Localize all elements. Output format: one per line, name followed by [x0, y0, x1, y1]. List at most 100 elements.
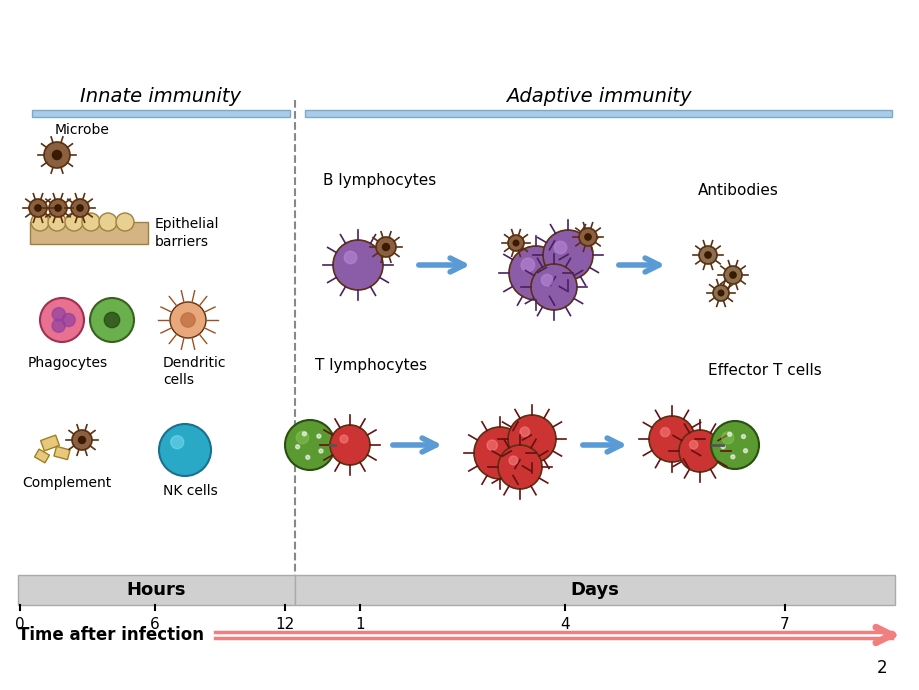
Circle shape	[743, 448, 747, 453]
Text: Microbe: Microbe	[55, 123, 109, 137]
Circle shape	[553, 241, 566, 254]
Circle shape	[513, 240, 518, 246]
Circle shape	[116, 213, 134, 231]
Text: Adaptive immunity: Adaptive immunity	[505, 87, 690, 106]
Circle shape	[340, 435, 347, 443]
Circle shape	[62, 313, 75, 326]
Circle shape	[729, 272, 735, 278]
Circle shape	[486, 440, 497, 451]
Circle shape	[40, 298, 84, 342]
Circle shape	[712, 285, 728, 301]
Circle shape	[688, 440, 698, 449]
FancyBboxPatch shape	[32, 110, 289, 117]
Circle shape	[295, 445, 300, 448]
Circle shape	[508, 456, 517, 465]
Circle shape	[660, 428, 669, 437]
Circle shape	[333, 240, 382, 290]
Circle shape	[723, 266, 742, 284]
Circle shape	[305, 455, 310, 460]
Circle shape	[31, 213, 49, 231]
Text: Innate immunity: Innate immunity	[81, 87, 241, 106]
Circle shape	[104, 313, 119, 328]
Text: Days: Days	[570, 581, 618, 599]
Circle shape	[48, 213, 66, 231]
Text: 4: 4	[560, 617, 569, 632]
Circle shape	[181, 313, 195, 327]
Circle shape	[302, 432, 306, 436]
Text: Hours: Hours	[127, 581, 186, 599]
Circle shape	[78, 437, 85, 444]
Circle shape	[497, 445, 541, 489]
Circle shape	[99, 213, 117, 231]
Circle shape	[285, 420, 335, 470]
FancyBboxPatch shape	[30, 222, 148, 244]
Circle shape	[542, 230, 593, 280]
Polygon shape	[40, 435, 60, 451]
Text: T lymphocytes: T lymphocytes	[314, 357, 426, 373]
Text: 0: 0	[16, 617, 25, 632]
FancyBboxPatch shape	[295, 575, 894, 605]
Text: Epithelial
barriers: Epithelial barriers	[154, 217, 220, 248]
Circle shape	[698, 246, 716, 264]
Polygon shape	[54, 446, 70, 460]
Circle shape	[49, 199, 67, 217]
Circle shape	[721, 432, 733, 444]
Text: Complement: Complement	[22, 476, 111, 490]
Circle shape	[730, 455, 734, 459]
Text: Phagocytes: Phagocytes	[28, 356, 108, 370]
Circle shape	[507, 235, 524, 251]
Circle shape	[71, 199, 89, 217]
Circle shape	[584, 234, 591, 240]
Polygon shape	[35, 449, 50, 463]
Circle shape	[741, 435, 744, 439]
Circle shape	[704, 252, 710, 258]
Circle shape	[52, 150, 62, 159]
Circle shape	[520, 258, 534, 272]
FancyBboxPatch shape	[305, 110, 891, 117]
Circle shape	[330, 425, 369, 465]
Circle shape	[530, 264, 576, 310]
Text: Antibodies: Antibodies	[698, 182, 778, 197]
Circle shape	[44, 142, 70, 168]
Circle shape	[159, 424, 210, 476]
Circle shape	[90, 298, 134, 342]
Circle shape	[171, 435, 184, 448]
Circle shape	[648, 416, 694, 462]
Circle shape	[578, 228, 596, 246]
Circle shape	[473, 427, 526, 479]
Circle shape	[508, 246, 562, 300]
Circle shape	[55, 205, 61, 211]
Circle shape	[727, 432, 731, 436]
Circle shape	[376, 237, 395, 257]
Text: 12: 12	[275, 617, 294, 632]
Circle shape	[319, 449, 323, 453]
Circle shape	[720, 444, 724, 448]
Circle shape	[382, 244, 389, 250]
Circle shape	[82, 213, 100, 231]
Circle shape	[519, 427, 529, 437]
Text: 2: 2	[876, 659, 886, 677]
Circle shape	[77, 205, 83, 211]
Circle shape	[507, 415, 555, 463]
Circle shape	[678, 430, 720, 472]
Circle shape	[72, 430, 92, 450]
Text: Dendritic
cells: Dendritic cells	[163, 356, 226, 387]
FancyBboxPatch shape	[18, 575, 295, 605]
Circle shape	[35, 205, 41, 211]
Circle shape	[540, 275, 552, 286]
Circle shape	[65, 213, 83, 231]
Text: Effector T cells: Effector T cells	[708, 362, 821, 377]
Text: 1: 1	[355, 617, 365, 632]
Circle shape	[52, 308, 65, 321]
Circle shape	[344, 251, 357, 264]
Circle shape	[52, 319, 65, 333]
Circle shape	[296, 431, 309, 444]
Circle shape	[718, 290, 723, 296]
Text: NK cells: NK cells	[163, 484, 218, 498]
Circle shape	[29, 199, 47, 217]
Text: Time after infection: Time after infection	[18, 626, 204, 644]
Text: 7: 7	[779, 617, 789, 632]
Circle shape	[316, 434, 321, 438]
Circle shape	[170, 302, 206, 338]
Text: B lymphocytes: B lymphocytes	[323, 172, 436, 188]
